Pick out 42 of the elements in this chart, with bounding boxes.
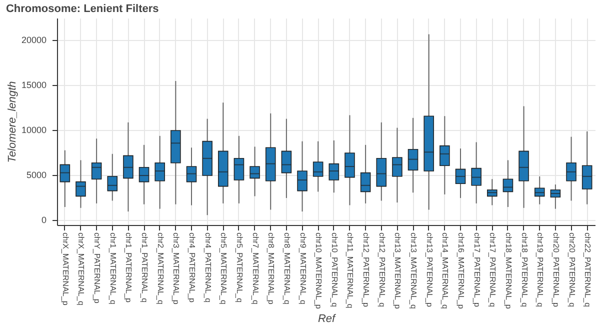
x-tick-label: chr1_MATERNAL_q (108, 232, 118, 304)
x-tick-label: chr11_MATERNAL_q (346, 232, 355, 308)
x-tick-label: chr9_MATERNAL_q (298, 232, 308, 304)
x-tick-label: chr18_MATERNAL_p (504, 232, 513, 310)
x-tick-label: chr1_PATERNAL_q (140, 232, 150, 302)
x-tick-label: chr10_MATERNAL_p (314, 232, 324, 310)
x-tick-label: chr13_PATERNAL_p (424, 232, 434, 308)
x-tick-label: chr12_PATERNAL_p (362, 232, 371, 308)
x-tick-label: chr17_PATERNAL_q (488, 232, 498, 307)
x-tick-label: chr22_PATERNAL_q (583, 232, 592, 307)
x-tick-label: chr3_MATERNAL_p (172, 232, 181, 305)
x-tick-label: chr5_PATERNAL_q (234, 232, 244, 302)
x-tick-label: chrY_PATERNAL_p (92, 232, 102, 304)
x-tick-label: chr10_PATERNAL_q (330, 232, 339, 307)
x-tick-label: chr12_PATERNAL_q (377, 232, 386, 307)
x-tick-label: chr2_MATERNAL_q (156, 232, 165, 304)
y-tick-label: 10000 (21, 125, 46, 136)
x-tick-label: chr1_PATERNAL_p (124, 232, 134, 304)
x-tick-label: chr4_PATERNAL_p (188, 232, 196, 304)
x-tick-label: chr17_PATERNAL_p (472, 232, 482, 308)
x-tick-label: chr5_MATERNAL_q (219, 232, 228, 304)
x-tick-label: chr4_PATERNAL_q (203, 232, 212, 302)
x-tick-label: chr13_MATERNAL_p (393, 232, 402, 310)
x-tick-label: chr13_MATERNAL_q (409, 232, 418, 309)
y-axis-title: Telomere_length (6, 81, 18, 163)
chart-title: Chromosome: Lenient Filters (6, 3, 159, 15)
x-tick-label: chr20_PATERNAL_p (551, 232, 560, 308)
x-axis-title: Ref (318, 312, 336, 325)
x-tick-label: chr16_MATERNAL_p (456, 232, 466, 310)
y-tick-label: 20000 (21, 35, 46, 46)
x-tick-label: chr18_PATERNAL_q (520, 232, 529, 307)
y-tick-label: 5000 (26, 170, 46, 180)
x-tick-label: chrX_MATERNAL_p (60, 232, 70, 306)
x-tick-label: chr7_MATERNAL_q (250, 232, 260, 304)
y-tick-label: 0 (41, 215, 46, 226)
x-tick-label: chr20_PATERNAL_q (567, 232, 576, 307)
x-tick-label: chr14_MATERNAL_q (440, 232, 450, 309)
x-tick-label: chr8_MATERNAL_p (266, 232, 276, 305)
x-tick-label: chr19_PATERNAL_q (536, 232, 545, 307)
y-tick-label: 15000 (21, 80, 46, 90)
x-tick-label: chr8_MATERNAL_q (282, 232, 292, 304)
x-tick-label: chrX_MATERNAL_q (76, 232, 86, 306)
